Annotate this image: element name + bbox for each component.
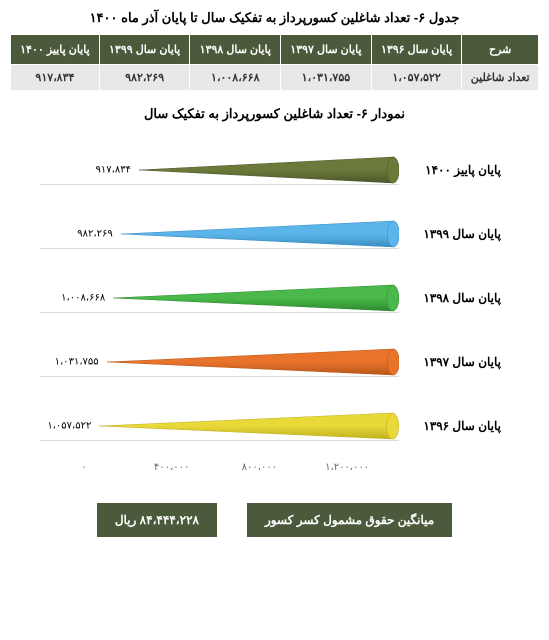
chart-bar-area: ۹۱۷،۸۳۴ <box>40 155 399 185</box>
chart-cone <box>121 220 399 248</box>
footer-label-box: میانگین حقوق مشمول کسر کسور <box>247 503 452 537</box>
chart-value-label: ۱،۰۵۷،۵۲۲ <box>47 420 91 431</box>
chart-value-label: ۹۸۲،۲۶۹ <box>77 228 112 239</box>
row-value-cell: ۹۸۲،۲۶۹ <box>99 65 190 91</box>
chart-row: پایان سال ۱۳۹۸ ۱،۰۰۸،۶۶۸ <box>40 270 509 326</box>
chart-row: پایان سال ۱۳۹۶ ۱،۰۵۷،۵۲۲ <box>40 398 509 454</box>
x-axis-tick: ۴۰۰،۰۰۰ <box>128 462 216 473</box>
x-axis-tick: ۸۰۰،۰۰۰ <box>216 462 304 473</box>
chart-value-label: ۱،۰۰۸،۶۶۸ <box>61 292 105 303</box>
chart-bar-area: ۱،۰۰۸،۶۶۸ <box>40 283 399 313</box>
chart-row-label: پایان سال ۱۳۹۶ <box>399 419 509 433</box>
table-header-cell: پایان سال ۱۳۹۶ <box>371 35 462 65</box>
chart-row: پایان سال ۱۳۹۹ ۹۸۲،۲۶۹ <box>40 206 509 262</box>
chart-container: پایان پاییز ۱۴۰۰ ۹۱۷،۸۳۴ پایان سال ۱۳۹۹ ۹… <box>10 142 539 473</box>
chart-row-label: پایان پاییز ۱۴۰۰ <box>399 163 509 177</box>
chart-row-label: پایان سال ۱۳۹۸ <box>399 291 509 305</box>
table-header-cell: پایان پاییز ۱۴۰۰ <box>11 35 100 65</box>
chart-value-label: ۹۱۷،۸۳۴ <box>95 164 130 175</box>
table-title: جدول ۶- تعداد شاغلین کسورپرداز به تفکیک … <box>10 10 539 26</box>
chart-value-label: ۱،۰۳۱،۷۵۵ <box>55 356 99 367</box>
chart-cone <box>99 412 399 440</box>
chart-title: نمودار ۶- تعداد شاغلین کسورپرداز به تفکی… <box>10 106 539 122</box>
chart-bar-area: ۱،۰۳۱،۷۵۵ <box>40 347 399 377</box>
chart-row: پایان سال ۱۳۹۷ ۱،۰۳۱،۷۵۵ <box>40 334 509 390</box>
table-header-cell: پایان سال ۱۳۹۷ <box>281 35 372 65</box>
row-value-cell: ۱،۰۳۱،۷۵۵ <box>281 65 372 91</box>
table-header-cell: شرح <box>462 35 539 65</box>
chart-row-label: پایان سال ۱۳۹۹ <box>399 227 509 241</box>
chart-cone <box>113 284 399 312</box>
table-header-cell: پایان سال ۱۳۹۹ <box>99 35 190 65</box>
table-header-cell: پایان سال ۱۳۹۸ <box>190 35 281 65</box>
chart-cone <box>107 348 399 376</box>
x-axis-tick: ۰ <box>40 462 128 473</box>
x-axis-tick: ۱،۲۰۰،۰۰۰ <box>303 462 391 473</box>
chart-bar-area: ۱،۰۵۷،۵۲۲ <box>40 411 399 441</box>
row-value-cell: ۹۱۷،۸۳۴ <box>11 65 100 91</box>
row-value-cell: ۱،۰۰۸،۶۶۸ <box>190 65 281 91</box>
chart-row: پایان پاییز ۱۴۰۰ ۹۱۷،۸۳۴ <box>40 142 509 198</box>
x-axis: ۰۴۰۰،۰۰۰۸۰۰،۰۰۰۱،۲۰۰،۰۰۰ <box>40 462 509 473</box>
chart-row-label: پایان سال ۱۳۹۷ <box>399 355 509 369</box>
chart-bar-area: ۹۸۲،۲۶۹ <box>40 219 399 249</box>
row-label-cell: تعداد شاغلین <box>462 65 539 91</box>
footer-row: میانگین حقوق مشمول کسر کسور ۸۴،۴۴۴،۲۲۸ ر… <box>10 503 539 537</box>
row-value-cell: ۱،۰۵۷،۵۲۲ <box>371 65 462 91</box>
footer-value-box: ۸۴،۴۴۴،۲۲۸ ریال <box>97 503 217 537</box>
data-table: شرحپایان سال ۱۳۹۶پایان سال ۱۳۹۷پایان سال… <box>10 34 539 91</box>
chart-cone <box>139 156 399 184</box>
